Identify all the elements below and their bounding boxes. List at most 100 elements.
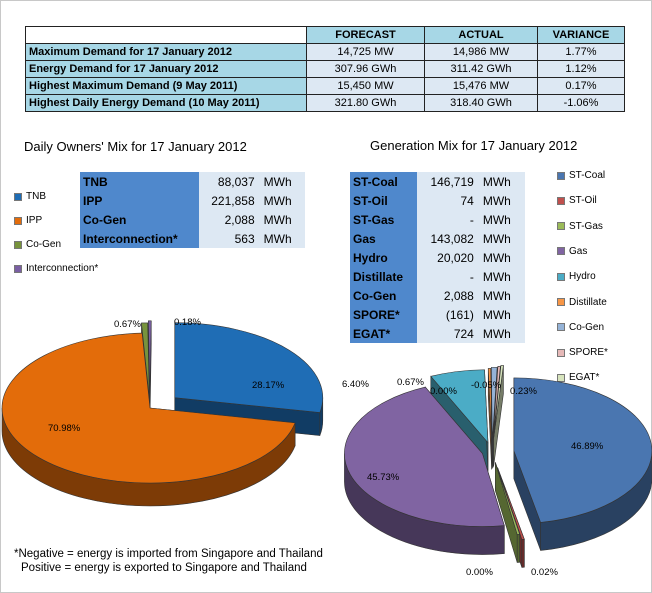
owners-value: 221,858 (199, 191, 258, 210)
owners-name: Co-Gen (80, 210, 200, 229)
generation-row: Co-Gen 2,088 MWh (350, 286, 525, 305)
summary-variance: 1.77% (537, 43, 625, 61)
pie-data-label: 70.98% (48, 423, 81, 434)
summary-row: Energy Demand for 17 January 2012 307.96… (25, 60, 625, 78)
legend-item: ST-Gas (557, 221, 603, 232)
summary-forecast: 321.80 GWh (306, 94, 425, 112)
legend-swatch (557, 196, 565, 205)
owners-row: Interconnection* 563 MWh (80, 229, 305, 248)
summary-header-row: FORECAST ACTUAL VARIANCE (25, 26, 625, 44)
generation-mix-title: Generation Mix for 17 January 2012 (370, 138, 578, 153)
generation-value: 724 (417, 324, 477, 343)
generation-row: EGAT* 724 MWh (350, 324, 525, 343)
summary-row-label: Energy Demand for 17 January 2012 (25, 60, 307, 78)
pie-slice (513, 377, 652, 523)
legend-item: TNB (14, 191, 46, 202)
generation-value: 20,020 (417, 248, 477, 267)
summary-row: Highest Maximum Demand (9 May 2011) 15,4… (25, 77, 625, 95)
pie-slice (487, 368, 492, 442)
owners-name: IPP (80, 191, 200, 210)
pie-data-label: -0.05% (471, 380, 502, 391)
summary-actual: 318.40 GWh (424, 94, 538, 112)
legend-label: Distillate (569, 296, 607, 308)
pie-slice-wall (516, 533, 520, 563)
generation-row: ST-Oil 74 MWh (350, 191, 525, 210)
legend-item: Distillate (557, 297, 607, 308)
footnote-line-1: *Negative = energy is imported from Sing… (14, 548, 323, 560)
generation-name: SPORE* (350, 305, 418, 324)
summary-forecast: 14,725 MW (306, 43, 425, 61)
pie-slice (497, 467, 525, 540)
generation-unit: MWh (476, 267, 525, 286)
summary-forecast: 15,450 MW (306, 77, 425, 95)
generation-unit: MWh (476, 210, 525, 229)
pie-chart: 28.17% 70.98% 0.67% 0.18% (1, 317, 324, 507)
pie-data-label: 0.00% (430, 386, 457, 397)
generation-name: Gas (350, 229, 418, 248)
generation-row: Distillate - MWh (350, 267, 525, 286)
generation-row: SPORE* (161) MWh (350, 305, 525, 324)
owners-unit: MWh (257, 210, 305, 229)
generation-value: (161) (417, 305, 477, 324)
generation-value: - (417, 210, 477, 229)
demand-summary-table: FORECAST ACTUAL VARIANCE Maximum Demand … (25, 26, 625, 112)
legend-label: ST-Oil (569, 195, 597, 207)
generation-name: EGAT* (350, 324, 418, 343)
pie-data-label: 45.73% (367, 472, 400, 483)
legend-label: IPP (26, 215, 43, 226)
footnote: *Negative = energy is imported from Sing… (14, 547, 323, 575)
pie-slice (495, 462, 521, 535)
legend-item: ST-Coal (557, 170, 605, 181)
pie-slice (493, 365, 504, 439)
generation-unit: MWh (476, 248, 525, 267)
summary-row: Highest Daily Energy Demand (10 May 2011… (25, 94, 625, 112)
generation-value: - (417, 267, 477, 286)
generation-name: Hydro (350, 248, 418, 267)
pie-slice-wall (521, 538, 525, 568)
summary-actual: 14,986 MW (424, 43, 538, 61)
legend-swatch (557, 247, 565, 256)
generation-unit: MWh (476, 191, 525, 210)
generation-row: Hydro 20,020 MWh (350, 248, 525, 267)
summary-actual: 15,476 MW (424, 77, 538, 95)
legend-item: Co-Gen (557, 322, 604, 333)
legend-label: TNB (26, 191, 46, 202)
generation-unit: MWh (476, 324, 525, 343)
pie-data-label: 0.18% (174, 317, 201, 328)
owners-unit: MWh (257, 172, 305, 191)
pie-data-label: 6.40% (342, 379, 369, 390)
pie-slice (491, 367, 498, 441)
owners-row: Co-Gen 2,088 MWh (80, 210, 305, 229)
legend-swatch (557, 171, 565, 180)
owners-value: 2,088 (199, 210, 258, 229)
pie-data-label: 46.89% (571, 441, 604, 452)
legend-swatch (557, 323, 565, 332)
summary-variance: 1.12% (537, 60, 625, 78)
generation-value: 146,719 (417, 172, 477, 191)
legend-swatch (557, 272, 565, 281)
legend-label: Gas (569, 245, 588, 257)
legend-swatch (557, 373, 565, 382)
generation-value: 143,082 (417, 229, 477, 248)
legend-item: Interconnection* (14, 263, 98, 274)
generation-name: Co-Gen (350, 286, 418, 305)
pie-chart: 46.89% 0.02% 0.00% 45.73% 6.40% 0.00% 0.67% -0.… (342, 365, 652, 578)
owners-value: 88,037 (199, 172, 258, 191)
owners-row: TNB 88,037 MWh (80, 172, 305, 191)
owners-name: TNB (80, 172, 200, 191)
owners-value: 563 (199, 229, 258, 248)
legend-item: Hydro (557, 271, 596, 282)
legend-label: SPORE* (569, 347, 608, 359)
pie-slice (1, 332, 296, 484)
footnote-line-2: Positive = energy is exported to Singapo… (21, 562, 307, 574)
legend-label: Interconnection* (26, 263, 99, 274)
legend-item: IPP (14, 215, 42, 226)
pie-slice (344, 386, 505, 527)
summary-actual: 311.42 GWh (424, 60, 538, 78)
owners-name: Interconnection* (80, 229, 200, 248)
summary-forecast: 307.96 GWh (306, 60, 425, 78)
legend-item: EGAT* (557, 372, 599, 383)
pie-data-label: 0.02% (531, 567, 558, 578)
pie-slice (147, 320, 152, 396)
